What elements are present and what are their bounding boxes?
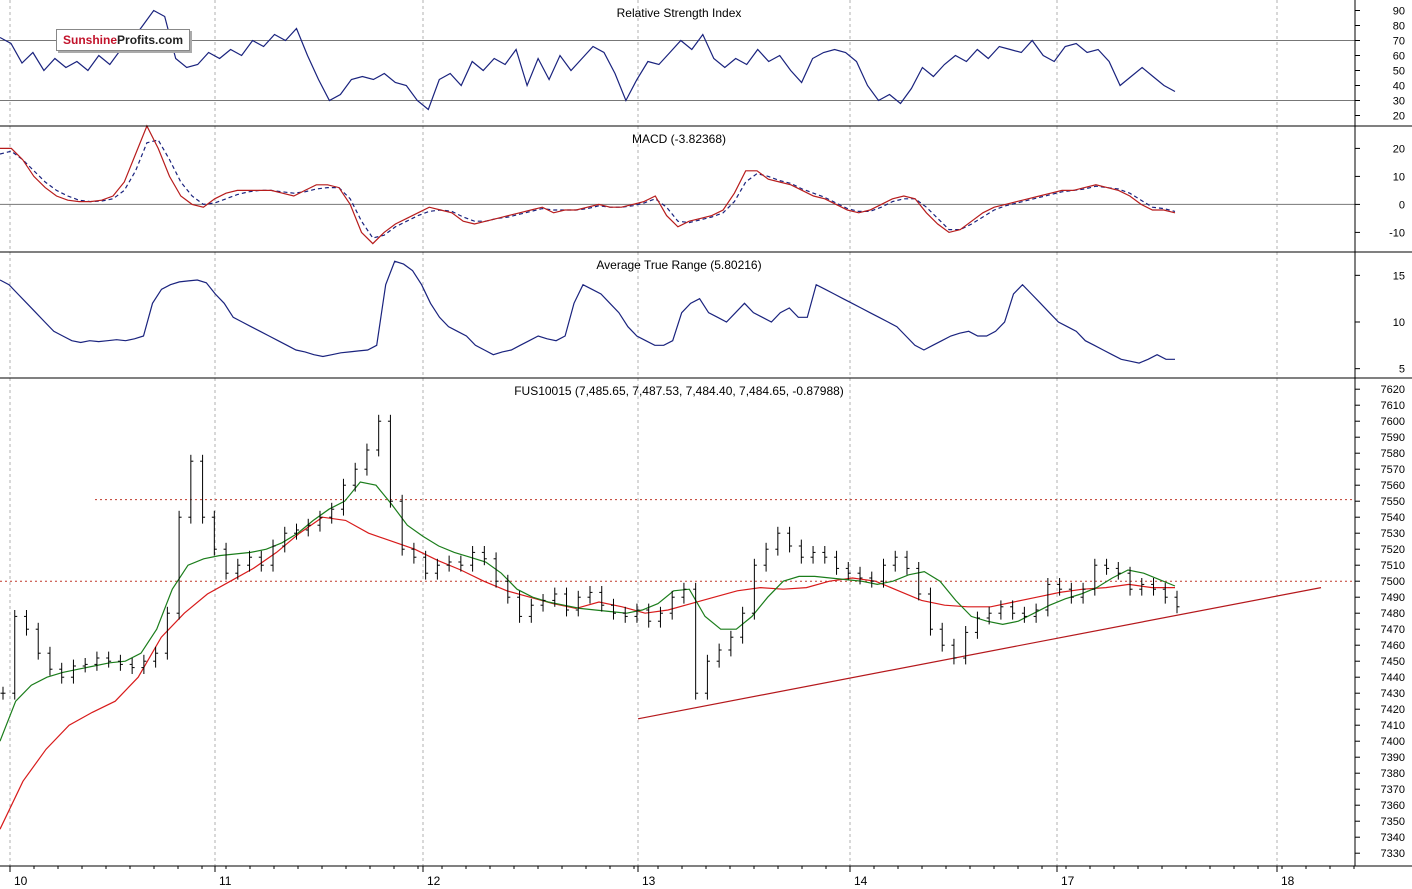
y-tick-label: 15 <box>1393 270 1405 282</box>
y-tick-label: 7380 <box>1381 768 1405 780</box>
price-panel-title: FUS10015 (7,485.65, 7,487.53, 7,484.40, … <box>514 384 844 398</box>
y-tick-label: 90 <box>1393 6 1405 18</box>
y-tick-label: 7350 <box>1381 816 1405 828</box>
y-tick-label: 7560 <box>1381 480 1405 492</box>
short-moving-average <box>0 481 1176 742</box>
x-tick-label: 11 <box>219 874 232 888</box>
y-tick-label: 7440 <box>1381 672 1405 684</box>
y-tick-label: 7470 <box>1381 624 1405 636</box>
y-tick-label: 40 <box>1393 81 1405 93</box>
atr-panel-title: Average True Range (5.80216) <box>596 258 761 272</box>
y-tick-label: 10 <box>1393 317 1405 329</box>
y-tick-label: 30 <box>1393 96 1405 108</box>
macd-line <box>0 124 1176 245</box>
y-tick-label: -10 <box>1389 227 1405 239</box>
y-tick-label: 7570 <box>1381 464 1405 476</box>
grid-lines <box>9 0 1278 866</box>
rsi-line <box>0 9 1176 111</box>
series-layer <box>0 9 1322 830</box>
y-tick-label: 7610 <box>1381 400 1405 412</box>
atr-line <box>0 260 1175 364</box>
logo-part-1: Sunshine <box>63 33 118 47</box>
y-tick-label: 7510 <box>1381 560 1405 572</box>
axis-ticks: 90 80 70 60 50 40 30 20 20 10 0 -10 15 10 5 7620 7610 760… <box>9 6 1405 888</box>
support-trend-line <box>637 587 1322 720</box>
y-tick-label: 7390 <box>1381 752 1405 764</box>
y-tick-label: 80 <box>1393 21 1405 33</box>
y-tick-label: 70 <box>1393 36 1405 48</box>
y-tick-label: 50 <box>1393 66 1405 78</box>
macd-panel-title: MACD (-3.82368) <box>632 132 726 146</box>
y-tick-label: 7540 <box>1381 512 1405 524</box>
price-bars <box>0 414 1180 700</box>
reference-lines <box>0 40 1355 582</box>
y-tick-label: 10 <box>1393 171 1405 183</box>
rsi-panel-title: Relative Strength Index <box>617 6 742 20</box>
y-tick-label: 7400 <box>1381 736 1405 748</box>
y-tick-label: 60 <box>1393 51 1405 63</box>
y-tick-label: 7590 <box>1381 432 1405 444</box>
y-tick-label: 7600 <box>1381 416 1405 428</box>
x-tick-label: 18 <box>1281 874 1295 888</box>
y-tick-label: 7530 <box>1381 528 1405 540</box>
y-tick-label: 5 <box>1399 364 1405 376</box>
y-tick-label: 7480 <box>1381 608 1405 620</box>
y-tick-label: 7520 <box>1381 544 1405 556</box>
y-tick-label: 7580 <box>1381 448 1405 460</box>
y-tick-label: 7340 <box>1381 832 1405 844</box>
logo-part-2: Profits.com <box>117 33 184 47</box>
x-tick-label: 17 <box>1061 874 1075 888</box>
y-tick-label: 7370 <box>1381 784 1405 796</box>
long-moving-average <box>0 516 1175 830</box>
y-tick-label: 7410 <box>1381 720 1405 732</box>
y-tick-label: 7460 <box>1381 640 1405 652</box>
y-tick-label: 7450 <box>1381 656 1405 668</box>
x-tick-label: 13 <box>642 874 656 888</box>
x-tick-label: 10 <box>14 874 28 888</box>
y-tick-label: 7360 <box>1381 800 1405 812</box>
x-tick-label: 12 <box>427 874 441 888</box>
y-tick-label: 7420 <box>1381 704 1405 716</box>
y-tick-label: 20 <box>1393 111 1405 123</box>
x-tick-label: 14 <box>854 874 868 888</box>
y-tick-label: 7620 <box>1381 384 1405 396</box>
sunshine-profits-logo: SunshineProfits.com <box>56 29 191 51</box>
y-tick-label: 0 <box>1399 199 1405 211</box>
y-tick-label: 7500 <box>1381 576 1405 588</box>
y-tick-label: 7330 <box>1381 848 1405 860</box>
y-tick-label: 20 <box>1393 143 1405 155</box>
y-tick-label: 7430 <box>1381 688 1405 700</box>
y-tick-label: 7550 <box>1381 496 1405 508</box>
y-tick-label: 7490 <box>1381 592 1405 604</box>
